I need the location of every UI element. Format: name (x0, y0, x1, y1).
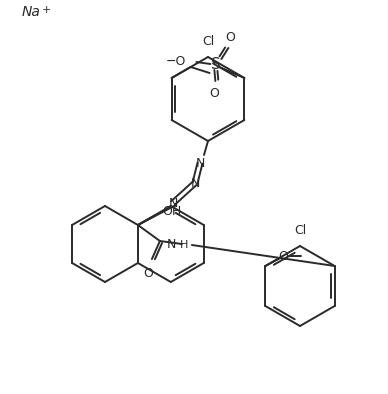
Text: O: O (210, 87, 219, 100)
Text: Cl: Cl (202, 35, 214, 48)
Text: Na: Na (22, 5, 41, 19)
Text: OH: OH (162, 204, 181, 217)
Text: S: S (211, 56, 221, 71)
Text: N: N (190, 177, 200, 190)
Text: Cl: Cl (294, 224, 306, 237)
Text: O: O (143, 267, 153, 280)
Text: O: O (225, 31, 235, 44)
Text: O: O (279, 249, 288, 262)
Text: N: N (195, 156, 205, 169)
Text: H: H (180, 240, 188, 250)
Text: +: + (42, 5, 51, 15)
Text: N: N (168, 197, 178, 210)
Text: N: N (166, 238, 176, 251)
Text: −O: −O (166, 54, 186, 67)
